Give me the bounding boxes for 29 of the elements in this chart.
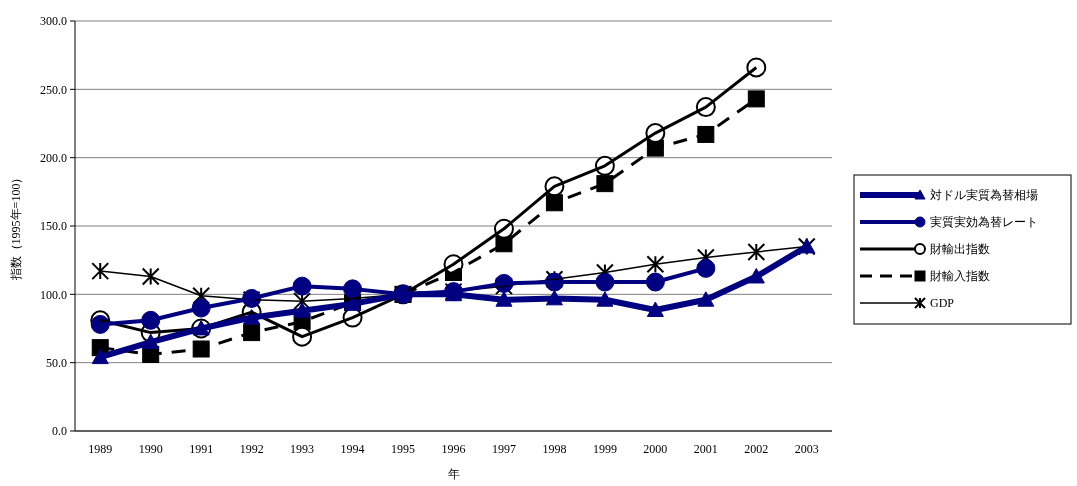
x-tick-label: 1989 xyxy=(88,442,113,456)
x-tick-label: 2001 xyxy=(693,442,718,456)
x-axis-title: 年 xyxy=(447,467,460,481)
legend-label: GDP xyxy=(930,296,955,311)
y-tick-label: 150.0 xyxy=(40,219,67,234)
x-tick-label: 1990 xyxy=(138,442,163,456)
legend-label: 財輸出指数 xyxy=(930,242,990,257)
x-tick-label: 1991 xyxy=(189,442,214,456)
x-tick-label: 1992 xyxy=(239,442,264,456)
x-tick-label: 1993 xyxy=(290,442,315,456)
x-tick-label: 1998 xyxy=(542,442,567,456)
legend-label: 財輸入指数 xyxy=(930,269,990,284)
x-tick-label: 1999 xyxy=(592,442,617,456)
y-tick-label: 200.0 xyxy=(40,150,67,165)
x-tick-label: 2003 xyxy=(794,442,819,456)
legend-label: 対ドル実質為替相場 xyxy=(930,188,1038,203)
y-tick-label: 100.0 xyxy=(40,287,67,302)
x-tick-label: 2000 xyxy=(643,442,668,456)
x-tick-label: 1994 xyxy=(340,442,365,456)
x-tick-label: 1997 xyxy=(491,442,516,456)
x-tick-label: 1995 xyxy=(391,442,416,456)
x-tick-label: 2002 xyxy=(744,442,769,456)
y-axis-title: 指数（1995年=100） xyxy=(9,171,23,282)
y-tick-label: 0.0 xyxy=(52,424,67,439)
x-tick-label: 1996 xyxy=(441,442,466,456)
y-tick-label: 300.0 xyxy=(40,14,67,29)
y-tick-label: 250.0 xyxy=(40,82,67,97)
legend-label: 実質実効為替レート xyxy=(930,215,1038,230)
y-tick-label: 50.0 xyxy=(46,355,67,370)
